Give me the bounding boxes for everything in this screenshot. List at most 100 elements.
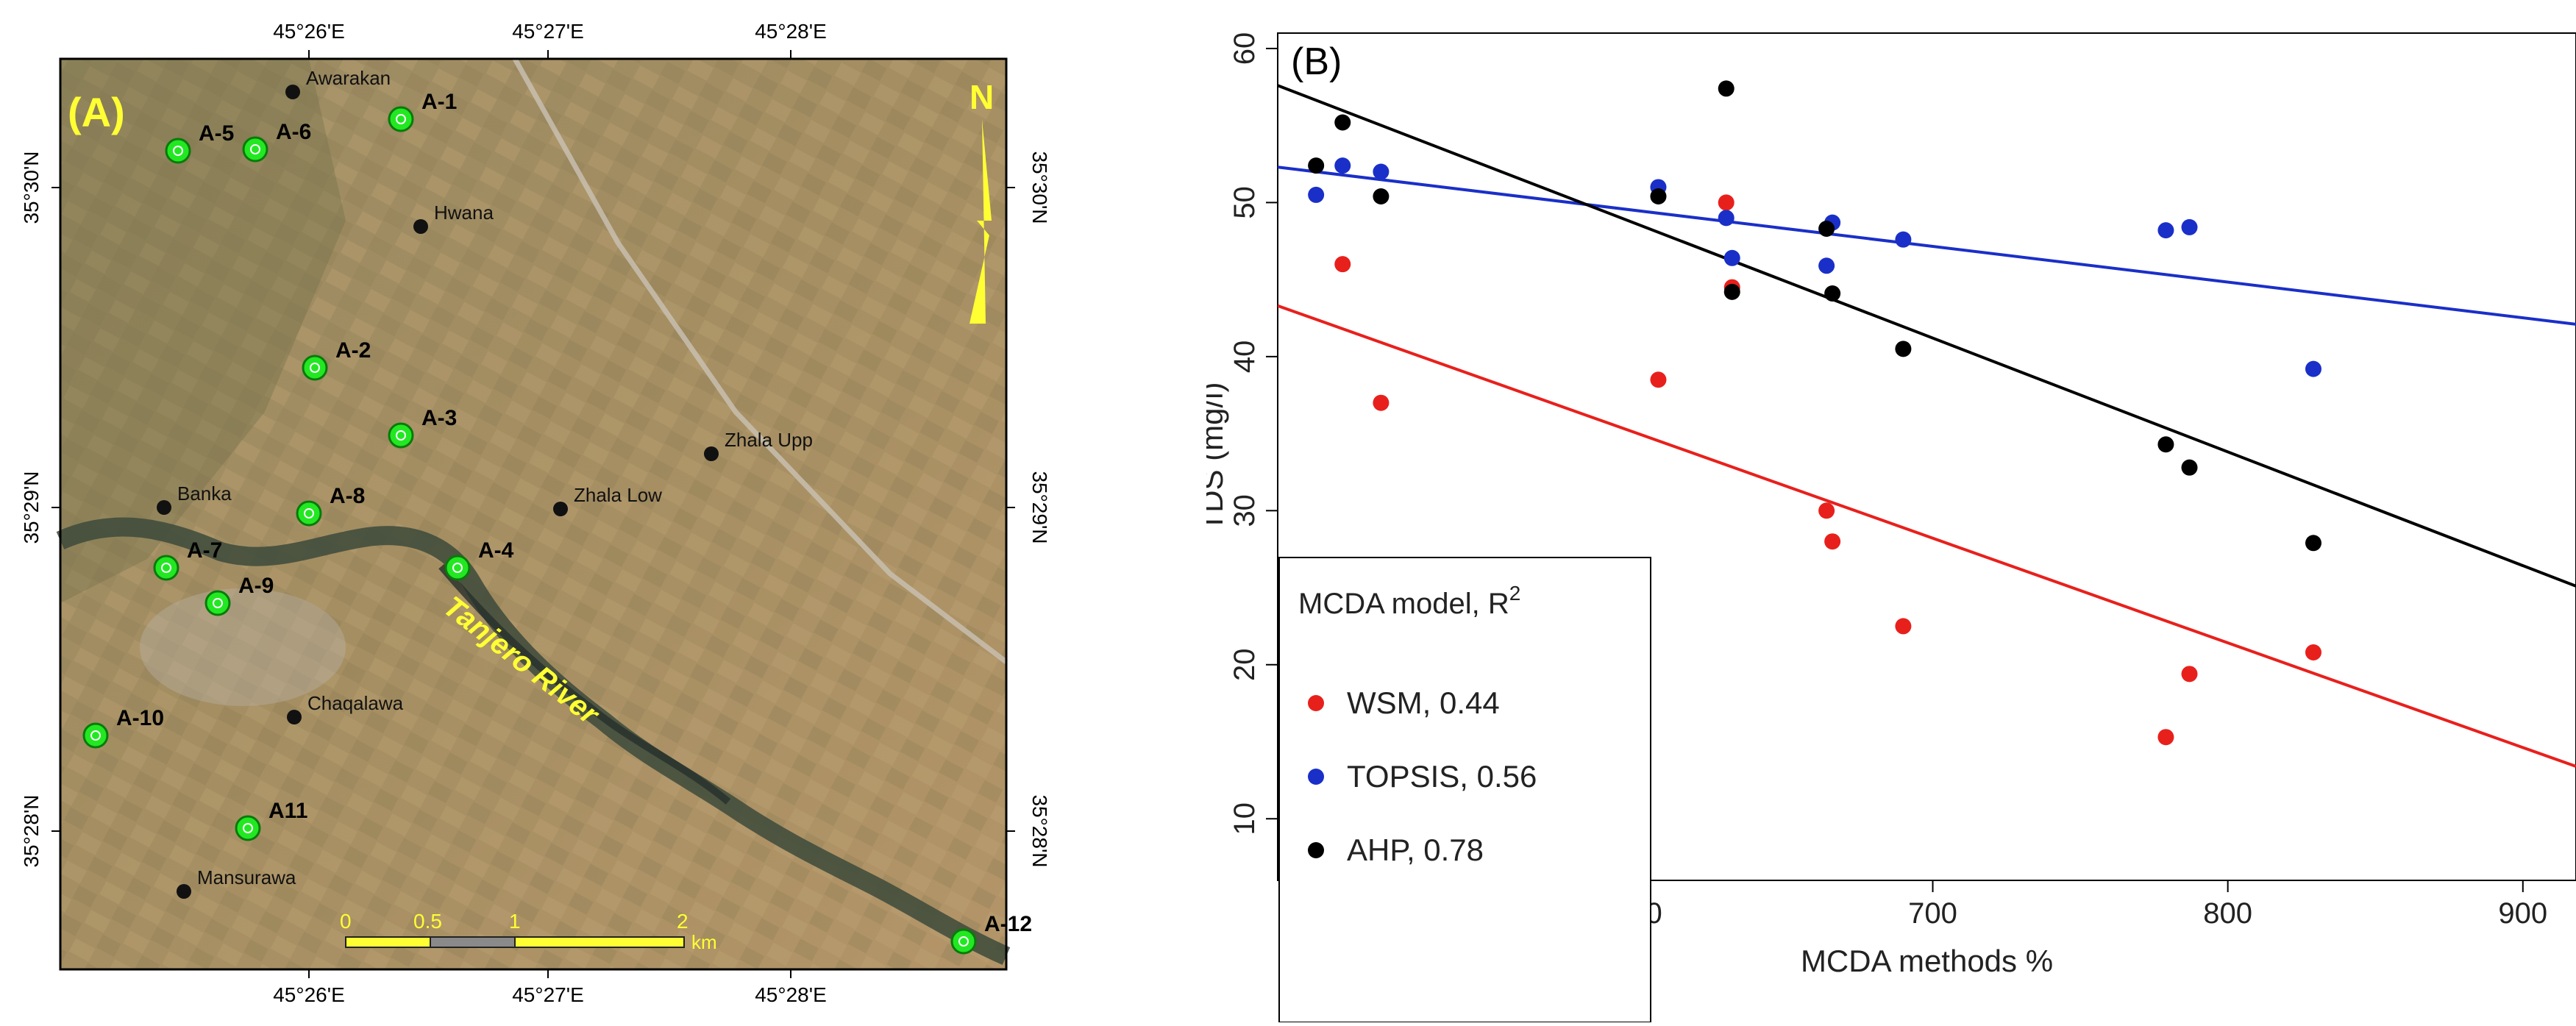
scale-label: 0.5 (413, 910, 442, 933)
scatter-chart: 500600700800900102030405060 (B) MCDA met… (1195, 32, 2576, 1023)
legend-marker (1308, 769, 1324, 785)
x-tick-label: 900 (2498, 897, 2547, 930)
north-label: N (969, 78, 994, 116)
sample-site: A-1 (388, 90, 457, 132)
sample-site: A-5 (165, 121, 234, 164)
data-point (1334, 157, 1351, 174)
top-tick-label: 45°27'E (512, 20, 584, 43)
river-channel (438, 563, 731, 805)
x-tick-label: 700 (1908, 897, 1957, 930)
site-label: A-4 (478, 538, 514, 563)
north-arrow: N (969, 78, 994, 324)
legend: MCDA model, R2 WSM, 0.44 TOPSIS, 0.56 AHP, … (1278, 557, 1651, 1023)
data-point (1373, 163, 1390, 180)
data-point (2181, 218, 2198, 235)
left-tick-label: 35°29'N (20, 471, 43, 544)
place-label: Zhala Upp (725, 429, 813, 451)
data-point (2305, 535, 2321, 552)
place: Chaqalawa (287, 692, 404, 724)
site-marker-ring (958, 936, 969, 947)
place-dot (553, 502, 568, 516)
site-marker (204, 590, 231, 616)
panel-label-b: (B) (1291, 40, 1342, 83)
data-point (1895, 231, 1912, 248)
right-tick-label: 35°28'N (1028, 794, 1051, 867)
left-tick-label: 35°28'N (20, 794, 43, 867)
data-point (1334, 256, 1351, 273)
place: Awarakan (285, 67, 391, 99)
data-point (1650, 188, 1667, 205)
scale-segment (514, 936, 685, 948)
data-point (1650, 371, 1667, 388)
right-tick-label: 35°29'N (1028, 471, 1051, 544)
site-marker (302, 355, 328, 381)
place-dot (704, 446, 719, 461)
site-label: A-6 (276, 120, 311, 144)
data-point (1723, 249, 1740, 266)
y-tick-label: 20 (1228, 649, 1261, 682)
place-dot (285, 85, 300, 99)
map-ticks: 45°26'E 45°27'E 45°28'E 45°26'E 45°27'E 45°28… (20, 20, 1051, 1006)
legend-label: AHP, 0.78 (1347, 833, 1484, 867)
scale-label: 0 (340, 910, 352, 933)
site-marker (153, 555, 179, 581)
data-point (1718, 210, 1734, 227)
data-point (1818, 221, 1835, 238)
fit-line (1278, 165, 2576, 326)
site-marker-ring (304, 508, 314, 519)
y-tick-label: 40 (1228, 341, 1261, 374)
site-label: A-7 (187, 538, 222, 563)
data-point (1723, 283, 1740, 300)
fit-lines (1278, 84, 2576, 768)
site-marker (235, 815, 261, 841)
site-marker-ring (243, 823, 253, 833)
scale-label: 2 (677, 910, 689, 933)
data-point (1334, 114, 1351, 131)
site-label: A-5 (199, 121, 234, 146)
x-tick-label: 800 (2203, 897, 2252, 930)
y-tick-label: 10 (1228, 802, 1261, 836)
bottom-tick-label: 45°27'E (512, 983, 584, 1006)
sample-sites: A-1 A-5 A-6 A-2 A-3 A-8 A-7 A-9 A-4 A-10 A11 A-12 (82, 90, 1032, 955)
sample-site: A-2 (302, 338, 371, 381)
north-arrow-icon (969, 119, 992, 324)
town-area (140, 588, 346, 706)
site-marker-ring (396, 114, 406, 124)
site-marker (388, 422, 414, 449)
site-label: A-3 (421, 406, 457, 430)
legend-marker (1308, 842, 1324, 858)
site-marker-ring (452, 563, 463, 573)
place-dot (177, 884, 191, 899)
data-points (1308, 80, 2321, 746)
panel-label-a: (A) (68, 89, 125, 135)
data-point (2157, 436, 2174, 453)
place-label: Hwana (434, 202, 494, 224)
data-point (1718, 80, 1734, 97)
data-point (1818, 257, 1835, 274)
legend-label: WSM, 0.44 (1347, 685, 1500, 720)
data-point (1373, 394, 1390, 411)
sample-site: A11 (235, 799, 307, 841)
legend-box (1278, 557, 1651, 1023)
place-dot (157, 500, 171, 515)
x-axis-label: MCDA methods % (1801, 944, 2053, 978)
legend-title-sup: 2 (1509, 582, 1521, 605)
scale-label: 1 (509, 910, 521, 933)
place-label: Chaqalawa (307, 692, 404, 714)
sample-site: A-8 (296, 484, 365, 527)
map-frame (59, 57, 1008, 971)
fit-line (1278, 304, 2576, 768)
map-svg: 45°26'E 45°27'E 45°28'E 45°26'E 45°27'E 45°28… (20, 20, 1051, 1006)
left-tick-label: 35°30'N (20, 151, 43, 224)
site-marker (950, 928, 977, 955)
place: Zhala Upp (704, 429, 813, 461)
y-tick-label: 30 (1228, 494, 1261, 527)
place-names: Awarakan Hwana Zhala Upp Banka Zhala Low Chaq… (157, 67, 813, 899)
site-label: A11 (268, 799, 307, 823)
field-texture (60, 59, 1006, 969)
bottom-tick-label: 45°28'E (755, 983, 827, 1006)
site-marker-ring (310, 363, 320, 373)
sample-site: A-3 (388, 406, 457, 449)
data-point (1308, 157, 1325, 174)
y-tick-label: 60 (1228, 32, 1261, 65)
